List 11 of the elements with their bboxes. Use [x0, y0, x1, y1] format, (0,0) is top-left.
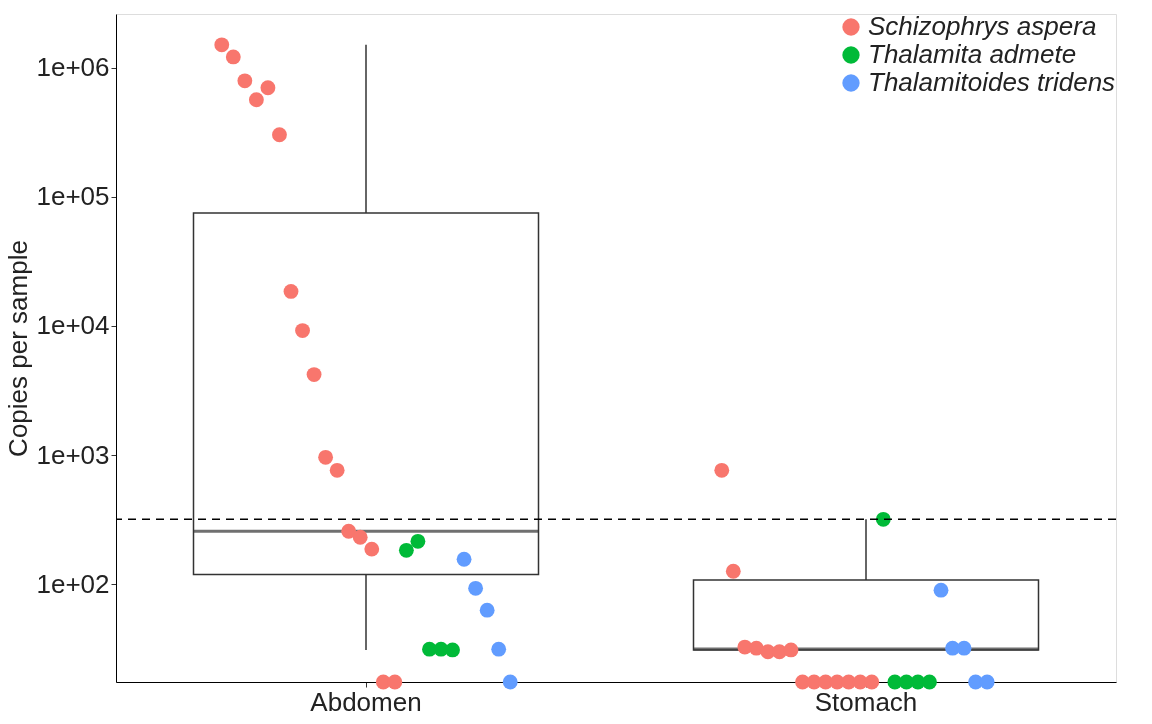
legend-label: Thalamitoides tridens — [868, 67, 1116, 97]
x-tick-label: Abdomen — [310, 686, 422, 717]
y-tick-label: 1e+06 — [36, 52, 110, 83]
y-axis-title: Copies per sample — [3, 240, 34, 457]
y-tick-label: 1e+03 — [36, 439, 110, 470]
legend-label: Thalamita admete — [868, 39, 1077, 69]
legend-label: Schizophrys aspera — [868, 11, 1097, 41]
y-tick-label: 1e+04 — [36, 310, 110, 341]
y-tick-label: 1e+02 — [36, 568, 110, 599]
x-tick-label: Stomach — [814, 686, 918, 717]
y-tick-label: 1e+05 — [36, 181, 110, 212]
